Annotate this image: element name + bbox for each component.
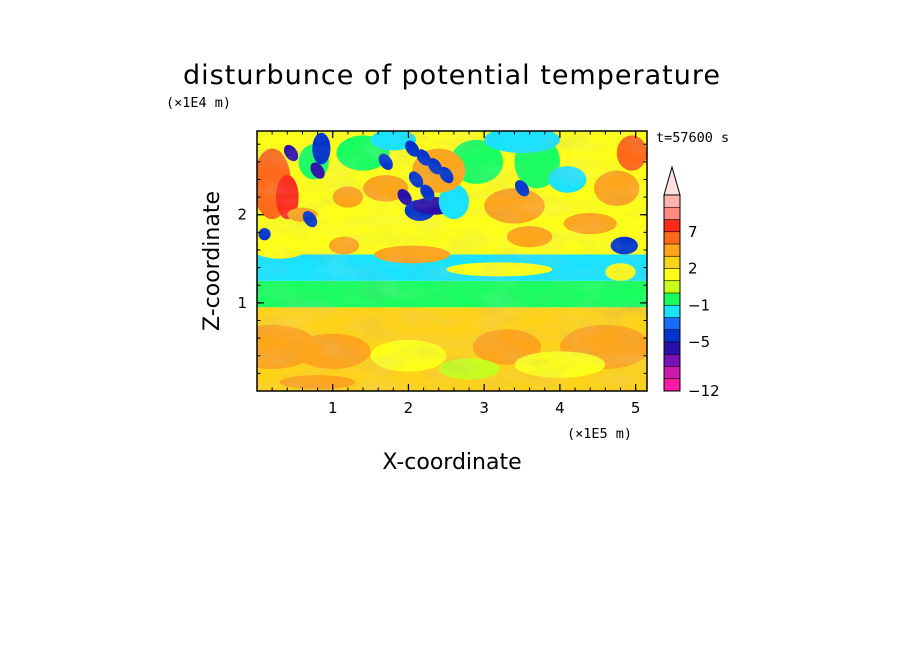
y-tick-label: 1 bbox=[237, 294, 247, 312]
colorbar-cell bbox=[664, 317, 680, 331]
x-tick-label: 1 bbox=[328, 399, 338, 417]
x-axis-title: X-coordinate bbox=[382, 450, 521, 475]
field-texture bbox=[257, 131, 647, 391]
colorbar-cell bbox=[664, 195, 680, 208]
y-scale-label: (×1E4 m) bbox=[166, 95, 231, 111]
colorbar: 7 2 −1 −5 −12 bbox=[663, 165, 720, 400]
y-axis: 12 bbox=[237, 143, 647, 374]
x-tick-label: 4 bbox=[555, 399, 565, 417]
colorbar-cell bbox=[664, 280, 680, 294]
colorbar-cell bbox=[664, 354, 680, 367]
plot-frame bbox=[256, 130, 648, 392]
chart-title: disturbunce of potential temperature bbox=[183, 60, 721, 91]
colorbar-cell bbox=[664, 305, 680, 318]
colorbar-label: 7 bbox=[688, 223, 698, 241]
colorbar-cell bbox=[664, 207, 680, 220]
colorbar-cell bbox=[664, 293, 680, 306]
colorbar-cell bbox=[664, 231, 680, 245]
colorbar-cell bbox=[664, 268, 680, 282]
time-label: t=57600 s bbox=[656, 130, 729, 146]
contour-field bbox=[257, 131, 647, 391]
colorbar-cell bbox=[664, 219, 680, 233]
colorbar-cell bbox=[664, 256, 680, 269]
colorbar-label: −12 bbox=[688, 382, 720, 400]
colorbar-label: 2 bbox=[688, 260, 698, 278]
colorbar-cell bbox=[664, 378, 680, 392]
colorbar-cell bbox=[664, 244, 680, 257]
colorbar-extend-arrow bbox=[663, 165, 681, 196]
x-tick-label: 3 bbox=[479, 399, 489, 417]
colorbar-label: −1 bbox=[688, 296, 710, 314]
x-scale-label: (×1E5 m) bbox=[567, 426, 632, 442]
y-axis-title: Z-coordinate bbox=[200, 191, 225, 331]
colorbar-cell bbox=[664, 342, 680, 355]
x-tick-label: 5 bbox=[631, 399, 641, 417]
colorbar-cell bbox=[664, 329, 680, 343]
x-axis: 1 2 3 4 5 bbox=[271, 131, 641, 417]
colorbar-cell bbox=[664, 366, 680, 380]
x-tick-label: 2 bbox=[404, 399, 414, 417]
y-tick-label: 2 bbox=[237, 206, 247, 224]
colorbar-label: −5 bbox=[688, 333, 710, 351]
